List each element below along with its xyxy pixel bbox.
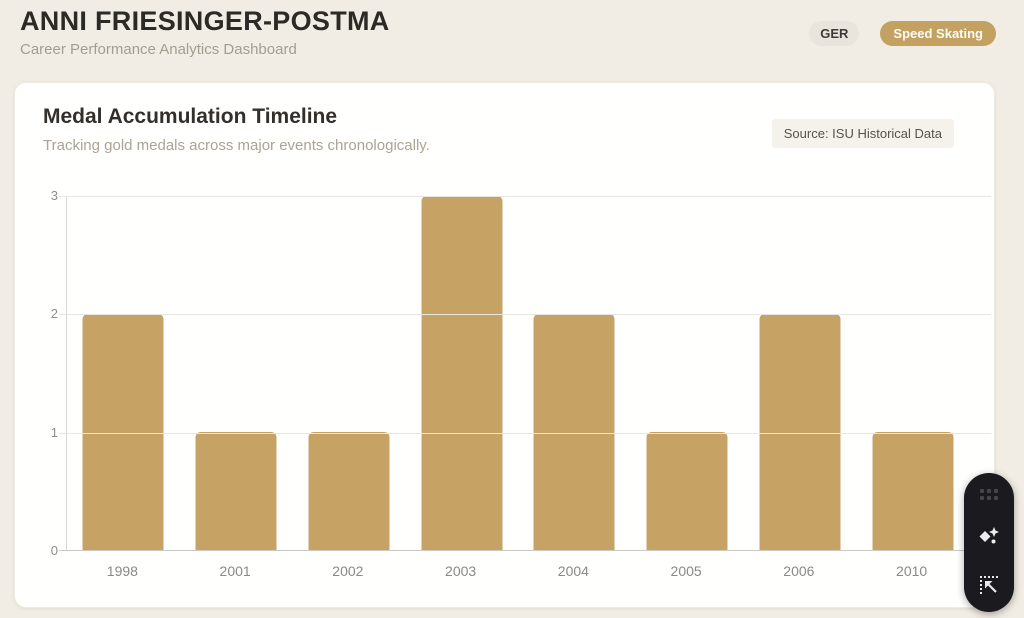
country-badge: GER — [809, 21, 860, 46]
bar-slot — [744, 196, 857, 550]
page-title: ANNI FRIESINGER-POSTMA — [20, 6, 390, 36]
x-tick-label: 2003 — [445, 563, 477, 579]
bars-layer — [67, 196, 969, 550]
bar-2010[interactable] — [872, 432, 954, 550]
x-tick-label: 2010 — [896, 563, 928, 579]
bar-2002[interactable] — [308, 432, 390, 550]
bar-slot — [67, 196, 180, 550]
x-tick-label: 2002 — [332, 563, 364, 579]
bar-slot — [856, 196, 969, 550]
x-axis-labels: 1998 2001 2002 2003 2004 2005 2006 2010 — [66, 561, 968, 581]
x-tick-label: 2001 — [219, 563, 251, 579]
page-header: ANNI FRIESINGER-POSTMA Career Performanc… — [0, 0, 1024, 80]
chart-subtitle: Tracking gold medals across major events… — [43, 137, 430, 154]
drag-handle-dots-icon[interactable] — [980, 489, 998, 500]
ai-sparkle-icon[interactable] — [976, 523, 1002, 549]
gridline — [59, 432, 991, 434]
y-tick-label: 1 — [50, 424, 58, 440]
header-badges: GER Speed Skating — [809, 21, 996, 46]
x-tick-label: 2006 — [783, 563, 815, 579]
bar-1998[interactable] — [82, 314, 164, 550]
gridline — [59, 196, 991, 197]
y-tick-label: 0 — [50, 543, 58, 558]
y-tick-label: 2 — [50, 306, 58, 322]
chart-title: Medal Accumulation Timeline — [43, 105, 338, 128]
extension-toolbar[interactable] — [964, 473, 1014, 612]
bar-2005[interactable] — [646, 432, 728, 550]
chart-card: Medal Accumulation Timeline Tracking gol… — [14, 82, 995, 608]
gridline — [59, 314, 991, 316]
page-subtitle: Career Performance Analytics Dashboard — [20, 41, 297, 58]
sport-badge: Speed Skating — [880, 21, 996, 46]
zero-tick — [59, 550, 67, 551]
bar-slot — [518, 196, 631, 550]
plot-area — [59, 196, 991, 551]
bar-2004[interactable] — [533, 314, 615, 550]
bar-slot — [405, 196, 518, 550]
bar-chart: 1998 2001 2002 2003 2004 2005 2006 2010 0 1 2 3 — [29, 188, 991, 596]
x-tick-label: 2004 — [557, 563, 589, 579]
bar-2006[interactable] — [759, 314, 841, 550]
x-tick-label: 1998 — [106, 563, 138, 579]
bar-2001[interactable] — [195, 432, 277, 550]
area-capture-icon[interactable] — [976, 572, 1002, 598]
bar-slot — [180, 196, 293, 550]
bar-slot — [293, 196, 406, 550]
bar-2003[interactable] — [421, 196, 503, 550]
bar-slot — [631, 196, 744, 550]
x-tick-label: 2005 — [670, 563, 702, 579]
y-tick-label: 3 — [50, 188, 58, 203]
source-label: Source: ISU Historical Data — [771, 119, 954, 148]
